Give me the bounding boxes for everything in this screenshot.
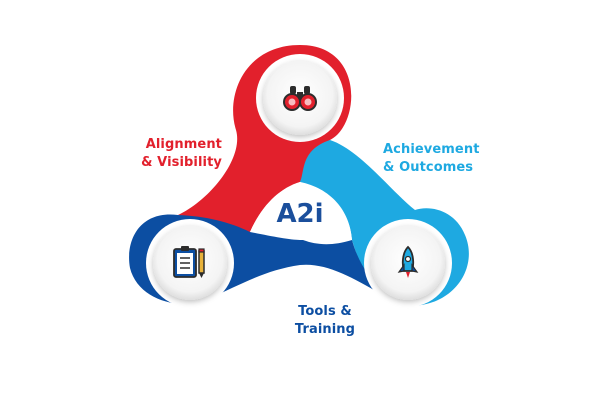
clipboard-checklist-icon	[173, 246, 205, 278]
label-line: & Outcomes	[383, 160, 474, 175]
label-line: Training	[294, 322, 356, 337]
label-alignment-visibility: Alignment & Visibility	[112, 136, 222, 172]
binoculars-icon	[283, 86, 317, 111]
label-line: Tools &	[298, 304, 352, 319]
label-achievement-outcomes: Achievement & Outcomes	[383, 141, 513, 177]
label-line: & Visibility	[141, 155, 222, 170]
label-tools-training: Tools & Training	[275, 303, 375, 339]
center-hub	[250, 182, 352, 240]
label-line: Alignment	[145, 137, 222, 152]
label-line: Achievement	[383, 142, 480, 157]
rocket-icon	[397, 245, 419, 278]
center-logo-text: A2i	[276, 199, 323, 229]
